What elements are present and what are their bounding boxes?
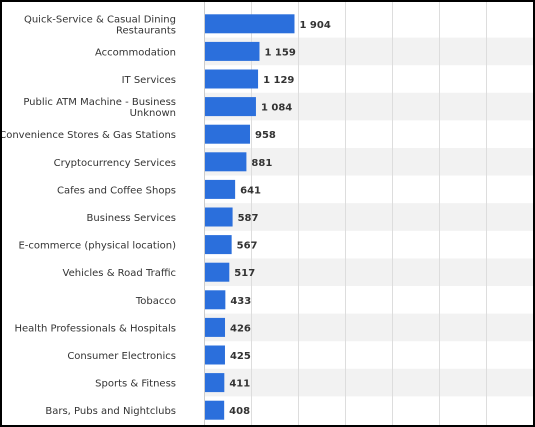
row-stripes xyxy=(204,37,533,397)
category-label-line: Consumer Electronics xyxy=(67,351,176,362)
category-label-line: Vehicles & Road Traffic xyxy=(63,268,176,279)
category-label: Consumer Electronics xyxy=(67,351,176,362)
category-label-line: Accommodation xyxy=(95,47,176,58)
category-label: Business Services xyxy=(87,213,176,224)
category-label-line: Public ATM Machine - Business xyxy=(23,97,176,108)
row-stripe xyxy=(204,148,533,176)
bar[interactable] xyxy=(205,41,260,61)
category-label-line: E-commerce (physical location) xyxy=(18,241,176,252)
category-label-line: Unknown xyxy=(130,108,176,119)
value-label: 881 xyxy=(251,158,272,169)
row-stripe xyxy=(204,203,533,231)
value-label: 433 xyxy=(230,296,251,307)
category-labels: Quick-Service & Casual Dining Restaurants… xyxy=(2,14,176,417)
value-label: 567 xyxy=(237,241,258,252)
category-label-line: Bars, Pubs and Nightclubs xyxy=(45,406,176,417)
bar[interactable] xyxy=(205,207,233,227)
category-label-line: Health Professionals & Hospitals xyxy=(15,323,177,334)
row-stripe xyxy=(204,92,533,121)
value-label: 425 xyxy=(230,351,251,362)
category-label: Quick-Service & Casual Dining Restaurants xyxy=(24,14,176,36)
category-label-line: Sports & Fitness xyxy=(95,379,176,390)
bar[interactable] xyxy=(205,400,225,420)
value-label: 641 xyxy=(240,185,261,196)
category-label-line: Cafes and Coffee Shops xyxy=(57,185,176,196)
bar[interactable] xyxy=(205,235,232,255)
bar[interactable] xyxy=(205,262,230,282)
value-label: 1 159 xyxy=(264,47,295,58)
bar[interactable] xyxy=(205,152,247,172)
bar[interactable] xyxy=(205,69,259,89)
category-label-line: Quick-Service & Casual Dining xyxy=(24,14,176,25)
row-stripe xyxy=(204,368,533,397)
category-label: Health Professionals & Hospitals xyxy=(15,323,177,334)
bar[interactable] xyxy=(205,345,225,365)
category-label: Public ATM Machine - Business Unknown xyxy=(23,97,176,119)
category-label: Convenience Stores & Gas Stations xyxy=(2,130,176,141)
category-label: IT Services xyxy=(122,75,176,86)
value-label: 1 904 xyxy=(299,20,330,31)
bar[interactable] xyxy=(205,179,236,199)
category-label: Sports & Fitness xyxy=(95,379,176,390)
category-label: E-commerce (physical location) xyxy=(18,241,176,252)
value-label: 411 xyxy=(229,379,250,390)
value-label: 426 xyxy=(230,323,251,334)
category-label-line: Tobacco xyxy=(135,296,176,307)
category-label: Tobacco xyxy=(135,296,176,307)
gridlines xyxy=(204,2,487,425)
category-label-line: Restaurants xyxy=(116,25,176,36)
bar[interactable] xyxy=(205,14,295,34)
row-stripe xyxy=(204,313,533,342)
value-label: 1 129 xyxy=(263,75,294,86)
category-label-line: Convenience Stores & Gas Stations xyxy=(2,130,176,141)
bar[interactable] xyxy=(205,97,256,117)
category-label: Vehicles & Road Traffic xyxy=(63,268,176,279)
value-label: 958 xyxy=(255,130,276,141)
bar[interactable] xyxy=(205,373,225,393)
bars xyxy=(205,14,295,420)
category-label-line: Cryptocurrency Services xyxy=(54,158,176,169)
category-label-line: Business Services xyxy=(87,213,176,224)
value-label: 1 084 xyxy=(261,103,292,114)
value-label: 587 xyxy=(238,213,259,224)
bar[interactable] xyxy=(205,290,226,310)
bar[interactable] xyxy=(205,124,251,144)
bar[interactable] xyxy=(205,317,226,337)
category-label: Bars, Pubs and Nightclubs xyxy=(45,406,176,417)
value-label: 408 xyxy=(229,406,250,417)
row-stripe xyxy=(204,258,533,286)
category-label: Accommodation xyxy=(95,47,176,58)
category-label-line: IT Services xyxy=(122,75,176,86)
category-label: Cryptocurrency Services xyxy=(54,158,176,169)
value-labels: 1 904 1 159 1 129 1 084 958 881 641 587 567 517 43… xyxy=(229,20,331,417)
value-label: 517 xyxy=(234,268,255,279)
category-label: Cafes and Coffee Shops xyxy=(57,185,176,196)
